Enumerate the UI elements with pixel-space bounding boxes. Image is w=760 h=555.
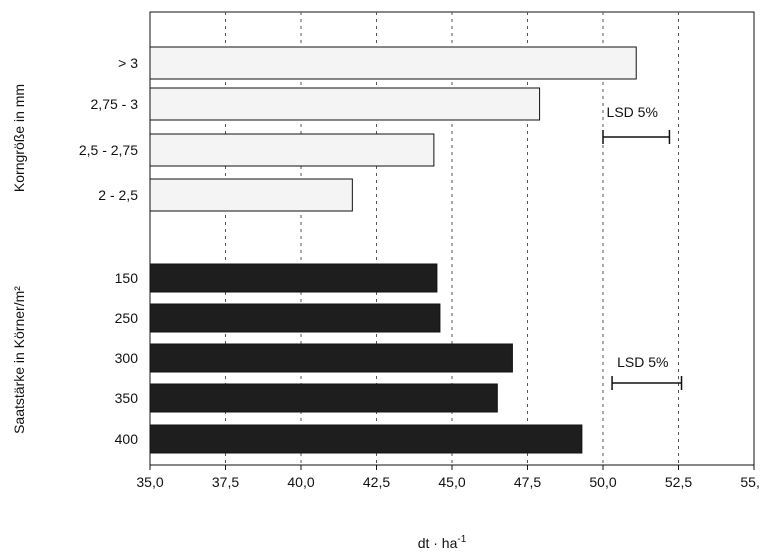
group-label-saatstaerke: Saatstärke in Körner/m² [11, 286, 27, 434]
x-tick-label: 35,0 [136, 474, 163, 490]
category-label: 2 - 2,5 [98, 187, 138, 203]
x-tick-label: 52,5 [665, 474, 692, 490]
category-label: 300 [115, 350, 139, 366]
bar-korngroesse [149, 133, 435, 167]
bar-saatstaerke [149, 263, 438, 293]
category-label: > 3 [118, 55, 138, 71]
x-tick-label: 47,5 [514, 474, 541, 490]
lsd-label: LSD 5% [617, 354, 668, 370]
bar-korngroesse [149, 87, 541, 121]
bar-korngroesse [149, 46, 637, 80]
x-tick-label: 42,5 [363, 474, 390, 490]
category-label: 250 [115, 310, 139, 326]
x-axis-label: dt · ha-1 [418, 534, 467, 551]
category-label: 400 [115, 431, 139, 447]
bar-saatstaerke [149, 424, 583, 454]
bar-saatstaerke [149, 343, 513, 373]
bars [149, 46, 637, 454]
category-label: 2,75 - 3 [91, 96, 139, 112]
category-label: 350 [115, 390, 139, 406]
bar-saatstaerke [149, 383, 498, 413]
x-tick-label: 40,0 [287, 474, 314, 490]
category-labels: > 3 2,75 - 3 2,5 - 2,75 2 - 2,5 150 250 300 350… [79, 55, 138, 447]
category-label: 2,5 - 2,75 [79, 142, 138, 158]
x-axis-label-exponent: -1 [457, 534, 466, 545]
lsd-markers: LSD 5% LSD 5% [602, 104, 683, 390]
bar-saatstaerke [149, 303, 441, 333]
group-label-korngroesse: Korngröße in mm [11, 84, 27, 192]
grid-lines [225, 12, 679, 465]
bar-korngroesse [149, 178, 353, 212]
x-tick-label: 55,0 [740, 474, 760, 490]
x-tick-label: 37,5 [212, 474, 239, 490]
x-tick-label: 50,0 [589, 474, 616, 490]
x-axis-label-text: dt · ha [418, 535, 458, 551]
lsd-label: LSD 5% [607, 104, 658, 120]
category-label: 150 [115, 270, 139, 286]
x-tick-label: 45,0 [438, 474, 465, 490]
x-axis-ticks: 35,0 37,5 40,0 42,5 45,0 47,5 50,0 52,5 55,0 [136, 465, 760, 490]
